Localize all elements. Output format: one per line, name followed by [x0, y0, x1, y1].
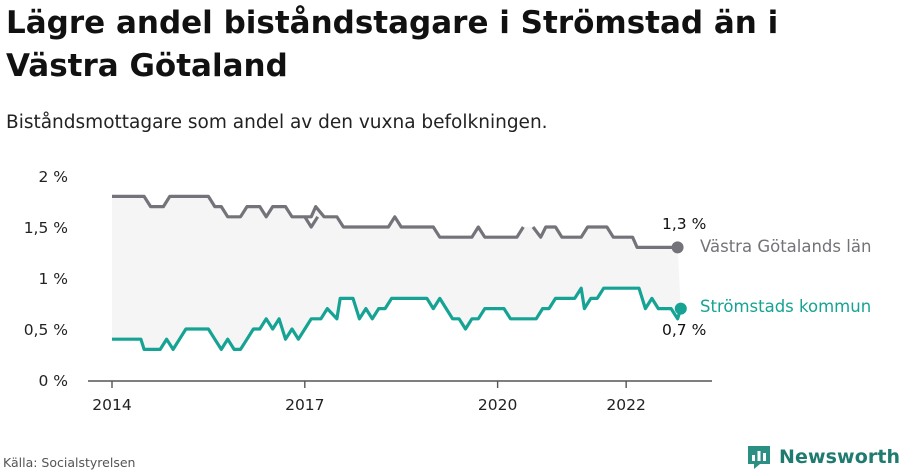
y-tick-label: 1,5 %	[24, 219, 68, 237]
y-tick-label: 0 %	[38, 372, 68, 390]
x-tick-label: 2022	[606, 396, 645, 414]
series-label-vastra-gotaland: Västra Götalands län	[700, 237, 871, 256]
series-label-stromstad: Strömstads kommun	[700, 297, 871, 316]
end-value-label-vastra-gotaland: 1,3 %	[662, 215, 706, 233]
newsworthy-logo: Newsworthy	[746, 443, 900, 471]
end-value-label-stromstad: 0,7 %	[662, 321, 706, 339]
source-note: Källa: Socialstyrelsen	[3, 455, 136, 470]
x-tick-label: 2017	[285, 396, 324, 414]
chart-title: Lägre andel biståndstagare i Strömstad ä…	[6, 5, 779, 84]
chart-subtitle: Biståndsmottagare som andel av den vuxna…	[6, 112, 548, 133]
x-tick-label: 2014	[92, 396, 131, 414]
brand-name: Newsworthy	[779, 446, 900, 468]
end-marker-stromstad	[674, 302, 687, 315]
series-line-stromstad	[112, 286, 683, 351]
x-tick-label: 2020	[478, 396, 517, 414]
y-tick-label: 0,5 %	[24, 321, 68, 339]
y-tick-label: 2 %	[38, 168, 68, 186]
newsworthy-logo-icon	[748, 446, 770, 469]
end-marker-vastra-gotaland	[671, 241, 684, 254]
series-line-vastra-gotaland	[112, 194, 678, 249]
y-tick-label: 1 %	[38, 270, 68, 288]
